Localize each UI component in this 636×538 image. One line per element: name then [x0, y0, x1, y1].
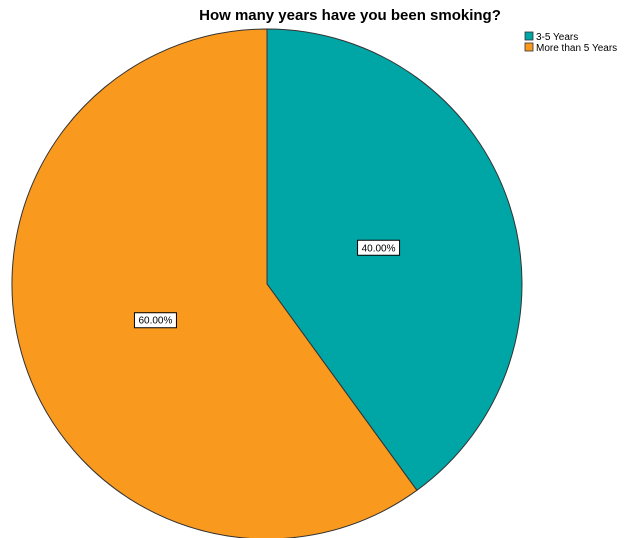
chart-title: How many years have you been smoking?	[199, 7, 501, 24]
data-label-more-than-5-years: 60.00%	[133, 312, 177, 329]
legend-swatch	[524, 42, 534, 52]
data-label-3-5-years: 40.00%	[357, 239, 401, 256]
data-label-box	[357, 239, 401, 256]
legend-label: More than 5 Years	[536, 43, 617, 54]
pie-slice-more-than-5-years	[11, 28, 418, 538]
pie-slices	[11, 28, 523, 538]
legend-item-more-than-5-years: More than 5 Years	[524, 42, 617, 54]
pie-data-labels: 40.00% 60.00%	[133, 239, 401, 329]
data-label-text: 60.00%	[138, 316, 172, 327]
legend-item-3-5-years: 3-5 Years	[524, 31, 578, 43]
legend-label: 3-5 Years	[536, 32, 578, 43]
pie-slice-3-5-years	[266, 28, 523, 491]
data-label-text: 40.00%	[362, 243, 396, 254]
legend-swatch	[524, 31, 534, 41]
data-label-box	[133, 312, 177, 329]
